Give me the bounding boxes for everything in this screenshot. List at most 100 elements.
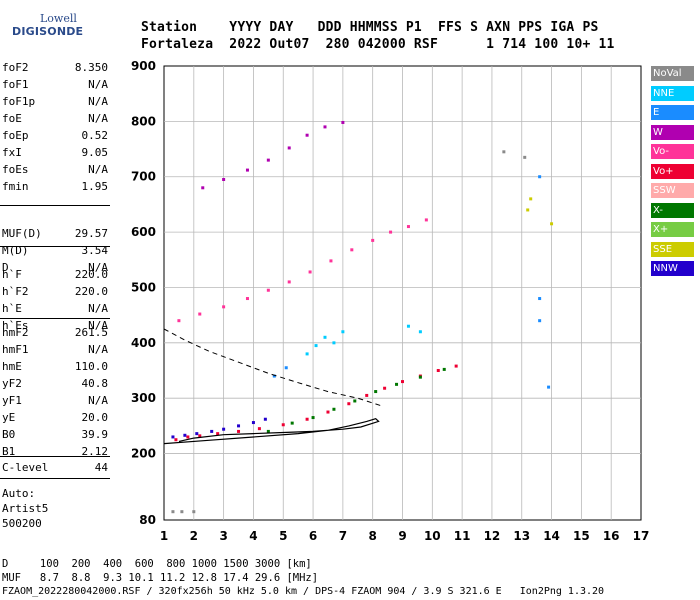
legend-item-sse: SSE <box>651 241 694 257</box>
data-point <box>287 280 291 284</box>
param-label: h`F <box>2 268 22 281</box>
data-point <box>529 197 533 201</box>
param-value: N/A <box>88 78 108 91</box>
param-value: 20.0 <box>81 411 109 424</box>
param-value: 44 <box>94 461 108 474</box>
legend-item-x: X- <box>651 202 694 218</box>
data-point <box>251 421 255 425</box>
data-point <box>502 150 506 154</box>
legend-item-nnw: NNW <box>651 261 694 276</box>
param-label: C-level <box>2 461 49 474</box>
x-tick-label: 1 <box>160 529 168 543</box>
data-point <box>266 288 270 292</box>
param-row: M(D) 3.54 <box>2 244 108 258</box>
data-point <box>365 393 369 397</box>
data-point <box>186 435 190 439</box>
param-row: fmin 1.95 <box>2 180 108 194</box>
legend-item-noval: NoVal <box>651 66 694 81</box>
param-row: h`Es N/A <box>2 319 108 333</box>
footer-distance-row: D 100 200 400 600 800 1000 1500 3000 [km… <box>2 558 312 570</box>
param-row: fxI 9.05 <box>2 146 108 160</box>
param-value: 1.95 <box>81 180 109 193</box>
auto-scaling-info: Artist5 <box>2 502 49 515</box>
legend-item-vo: Vo- <box>651 144 694 159</box>
data-point <box>305 133 309 137</box>
data-point <box>406 324 410 328</box>
data-point <box>263 417 267 421</box>
x-tick-label: 4 <box>249 529 257 543</box>
data-point <box>523 155 527 159</box>
param-label: foF2 <box>2 61 29 74</box>
param-row: B1 2.12 <box>2 445 108 459</box>
x-tick-label: 17 <box>633 529 650 543</box>
param-value: 261.5 <box>74 326 108 339</box>
param-label: D <box>2 261 9 274</box>
param-label: hmF1 <box>2 343 29 356</box>
data-point <box>272 374 276 378</box>
header-values: Fortaleza 2022 Out07 280 042000 RSF 1 71… <box>141 37 615 52</box>
y-tick-label: 300 <box>131 391 156 405</box>
param-label: M(D) <box>2 244 29 257</box>
data-point <box>180 510 184 514</box>
data-point <box>174 438 178 442</box>
data-point <box>401 380 404 384</box>
data-point <box>547 385 551 389</box>
param-label: MUF(D) <box>2 227 42 240</box>
param-row: foEp 0.52 <box>2 129 108 143</box>
data-point <box>177 319 181 323</box>
param-label: foF1 <box>2 78 29 91</box>
auto-scaling-info: Auto: <box>2 487 36 500</box>
data-point <box>266 429 270 433</box>
data-point <box>198 434 202 438</box>
data-point <box>305 417 309 421</box>
data-point <box>237 429 241 433</box>
param-label: hmF2 <box>2 326 29 339</box>
data-point <box>290 421 294 425</box>
data-point <box>192 510 196 514</box>
data-point <box>418 375 422 379</box>
param-value: 220.0 <box>74 285 108 298</box>
param-value: 39.9 <box>81 428 109 441</box>
param-row: foF2 8.350 <box>2 61 108 75</box>
data-point <box>308 270 312 274</box>
param-row: B0 39.9 <box>2 428 108 442</box>
legend-item-w: W <box>651 124 694 140</box>
data-point <box>341 330 345 334</box>
param-value: 3.54 <box>81 244 109 257</box>
param-label: B1 <box>2 445 16 458</box>
data-point <box>222 427 226 431</box>
param-row: h`F 220.0 <box>2 268 108 282</box>
data-point <box>371 238 375 242</box>
data-point <box>210 429 214 433</box>
x-tick-label: 6 <box>309 529 317 543</box>
separator-line <box>0 318 110 319</box>
legend-item-nne: NNE <box>651 85 694 101</box>
data-point <box>538 297 542 301</box>
data-point <box>222 178 226 181</box>
data-point <box>281 423 285 427</box>
data-point <box>454 364 458 368</box>
legend-item-vo: Vo+ <box>651 163 694 179</box>
param-row: yF2 40.8 <box>2 377 108 391</box>
y-tick-label: 500 <box>131 280 156 294</box>
param-label: fxI <box>2 146 22 159</box>
y-tick-label: 700 <box>131 170 156 184</box>
x-tick-label: 10 <box>424 529 441 543</box>
param-row: MUF(D) 29.57 <box>2 227 108 241</box>
data-point <box>284 366 288 370</box>
data-point <box>383 386 387 390</box>
data-point <box>332 407 336 411</box>
x-tick-label: 7 <box>339 529 347 543</box>
separator-line <box>0 205 110 206</box>
param-value: N/A <box>88 95 108 108</box>
electron-density-profile <box>163 418 380 445</box>
param-row: hmF2 261.5 <box>2 326 108 340</box>
logo-lowell-text: Lowell <box>40 12 77 25</box>
y-tick-label: 200 <box>131 447 156 461</box>
param-label: h`Es <box>2 319 29 332</box>
param-label: yF2 <box>2 377 22 390</box>
x-tick-label: 16 <box>603 529 620 543</box>
param-row: h`E N/A <box>2 302 108 316</box>
param-value: N/A <box>88 343 108 356</box>
param-value: 40.8 <box>81 377 109 390</box>
